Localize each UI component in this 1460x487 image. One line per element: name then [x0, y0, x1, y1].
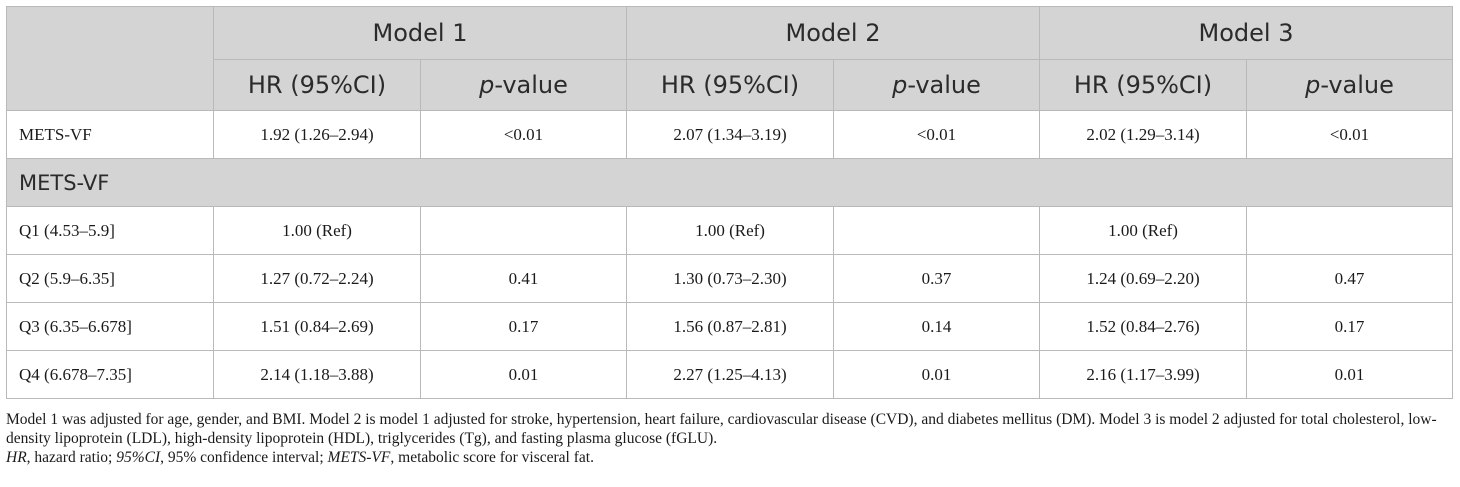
p-italic: p — [479, 71, 495, 99]
table-cell: 0.37 — [833, 254, 1040, 303]
p-italic: p — [892, 71, 908, 99]
table-cell: 2.14 (1.18–3.88) — [213, 350, 421, 399]
table-cell: 1.51 (0.84–2.69) — [213, 302, 421, 351]
table-cell: <0.01 — [833, 110, 1040, 159]
table-cell — [833, 206, 1040, 255]
abbrev-def: , 95% confidence interval; — [160, 449, 328, 466]
row-label: Q1 (4.53–5.9] — [6, 206, 214, 255]
results-table-container: Model 1 Model 2 Model 3 HR (95%CI) p-val… — [6, 6, 1453, 399]
table-cell: <0.01 — [1246, 110, 1453, 159]
table-cell: 2.27 (1.25–4.13) — [626, 350, 834, 399]
table-row-q2: Q2 (5.9–6.35] 1.27 (0.72–2.24) 0.41 1.30… — [6, 254, 1453, 303]
header-hr-2: HR (95%CI) — [626, 59, 834, 111]
table-cell: 0.01 — [420, 350, 627, 399]
table-footnotes: Model 1 was adjusted for age, gender, an… — [6, 410, 1452, 467]
header-model-2: Model 2 — [626, 6, 1040, 60]
table-cell: 1.00 (Ref) — [626, 206, 834, 255]
hazard-ratio-table: Model 1 Model 2 Model 3 HR (95%CI) p-val… — [6, 6, 1453, 399]
table-cell: 0.41 — [420, 254, 627, 303]
abbrev-term: HR — [6, 449, 27, 466]
abbrev-term: METS-VF — [327, 449, 391, 466]
table-cell: 0.14 — [833, 302, 1040, 351]
table-cell — [1246, 206, 1453, 255]
table-cell: 1.27 (0.72–2.24) — [213, 254, 421, 303]
section-row-mets-vf: METS-VF — [6, 158, 1453, 207]
table-cell: 0.17 — [1246, 302, 1453, 351]
table-row-mets-vf: METS-VF 1.92 (1.26–2.94) <0.01 2.07 (1.3… — [6, 110, 1453, 159]
table-cell — [420, 206, 627, 255]
table-cell: <0.01 — [420, 110, 627, 159]
p-rest: -value — [1320, 71, 1394, 99]
abbrev-term: 95%CI — [116, 449, 161, 466]
table-cell: 0.01 — [1246, 350, 1453, 399]
abbrev-def: , metabolic score for visceral fat. — [390, 449, 594, 466]
table-cell: 2.16 (1.17–3.99) — [1039, 350, 1247, 399]
table-cell: 1.92 (1.26–2.94) — [213, 110, 421, 159]
header-p-1: p-value — [420, 59, 627, 111]
p-italic: p — [1305, 71, 1321, 99]
row-label: Q3 (6.35–6.678] — [6, 302, 214, 351]
row-label: Q4 (6.678–7.35] — [6, 350, 214, 399]
table-row-q1: Q1 (4.53–5.9] 1.00 (Ref) 1.00 (Ref) 1.00… — [6, 206, 1453, 255]
table-cell: 1.30 (0.73–2.30) — [626, 254, 834, 303]
section-label: METS-VF — [6, 158, 1453, 207]
header-empty-cell — [6, 6, 214, 111]
table-cell: 1.00 (Ref) — [1039, 206, 1247, 255]
footnote-models: Model 1 was adjusted for age, gender, an… — [6, 411, 1437, 447]
header-row-groups: Model 1 Model 2 Model 3 — [6, 6, 1453, 111]
header-row-sub: HR (95%CI) p-value HR (95%CI) p-value HR… — [7, 59, 1453, 111]
table-cell: 0.01 — [833, 350, 1040, 399]
header-hr-1: HR (95%CI) — [213, 59, 421, 111]
row-label: Q2 (5.9–6.35] — [6, 254, 214, 303]
table-cell: 0.17 — [420, 302, 627, 351]
header-model-1: Model 1 — [213, 6, 627, 60]
table-row-q3: Q3 (6.35–6.678] 1.51 (0.84–2.69) 0.17 1.… — [6, 302, 1453, 351]
p-rest: -value — [907, 71, 981, 99]
abbrev-def: , hazard ratio; — [26, 449, 117, 466]
footnote-abbreviations: HR, hazard ratio; 95%CI, 95% confidence … — [6, 448, 1452, 467]
table-cell: 0.47 — [1246, 254, 1453, 303]
table-row-q4: Q4 (6.678–7.35] 2.14 (1.18–3.88) 0.01 2.… — [6, 350, 1453, 399]
table-cell: 1.00 (Ref) — [213, 206, 421, 255]
table-cell: 2.02 (1.29–3.14) — [1039, 110, 1247, 159]
header-model-3: Model 3 — [1039, 6, 1453, 60]
table-cell: 1.52 (0.84–2.76) — [1039, 302, 1247, 351]
header-hr-3: HR (95%CI) — [1039, 59, 1247, 111]
table-cell: 1.24 (0.69–2.20) — [1039, 254, 1247, 303]
table-cell: 2.07 (1.34–3.19) — [626, 110, 834, 159]
row-label: METS-VF — [6, 110, 214, 159]
p-rest: -value — [494, 71, 568, 99]
header-p-2: p-value — [833, 59, 1040, 111]
header-p-3: p-value — [1246, 59, 1453, 111]
table-cell: 1.56 (0.87–2.81) — [626, 302, 834, 351]
